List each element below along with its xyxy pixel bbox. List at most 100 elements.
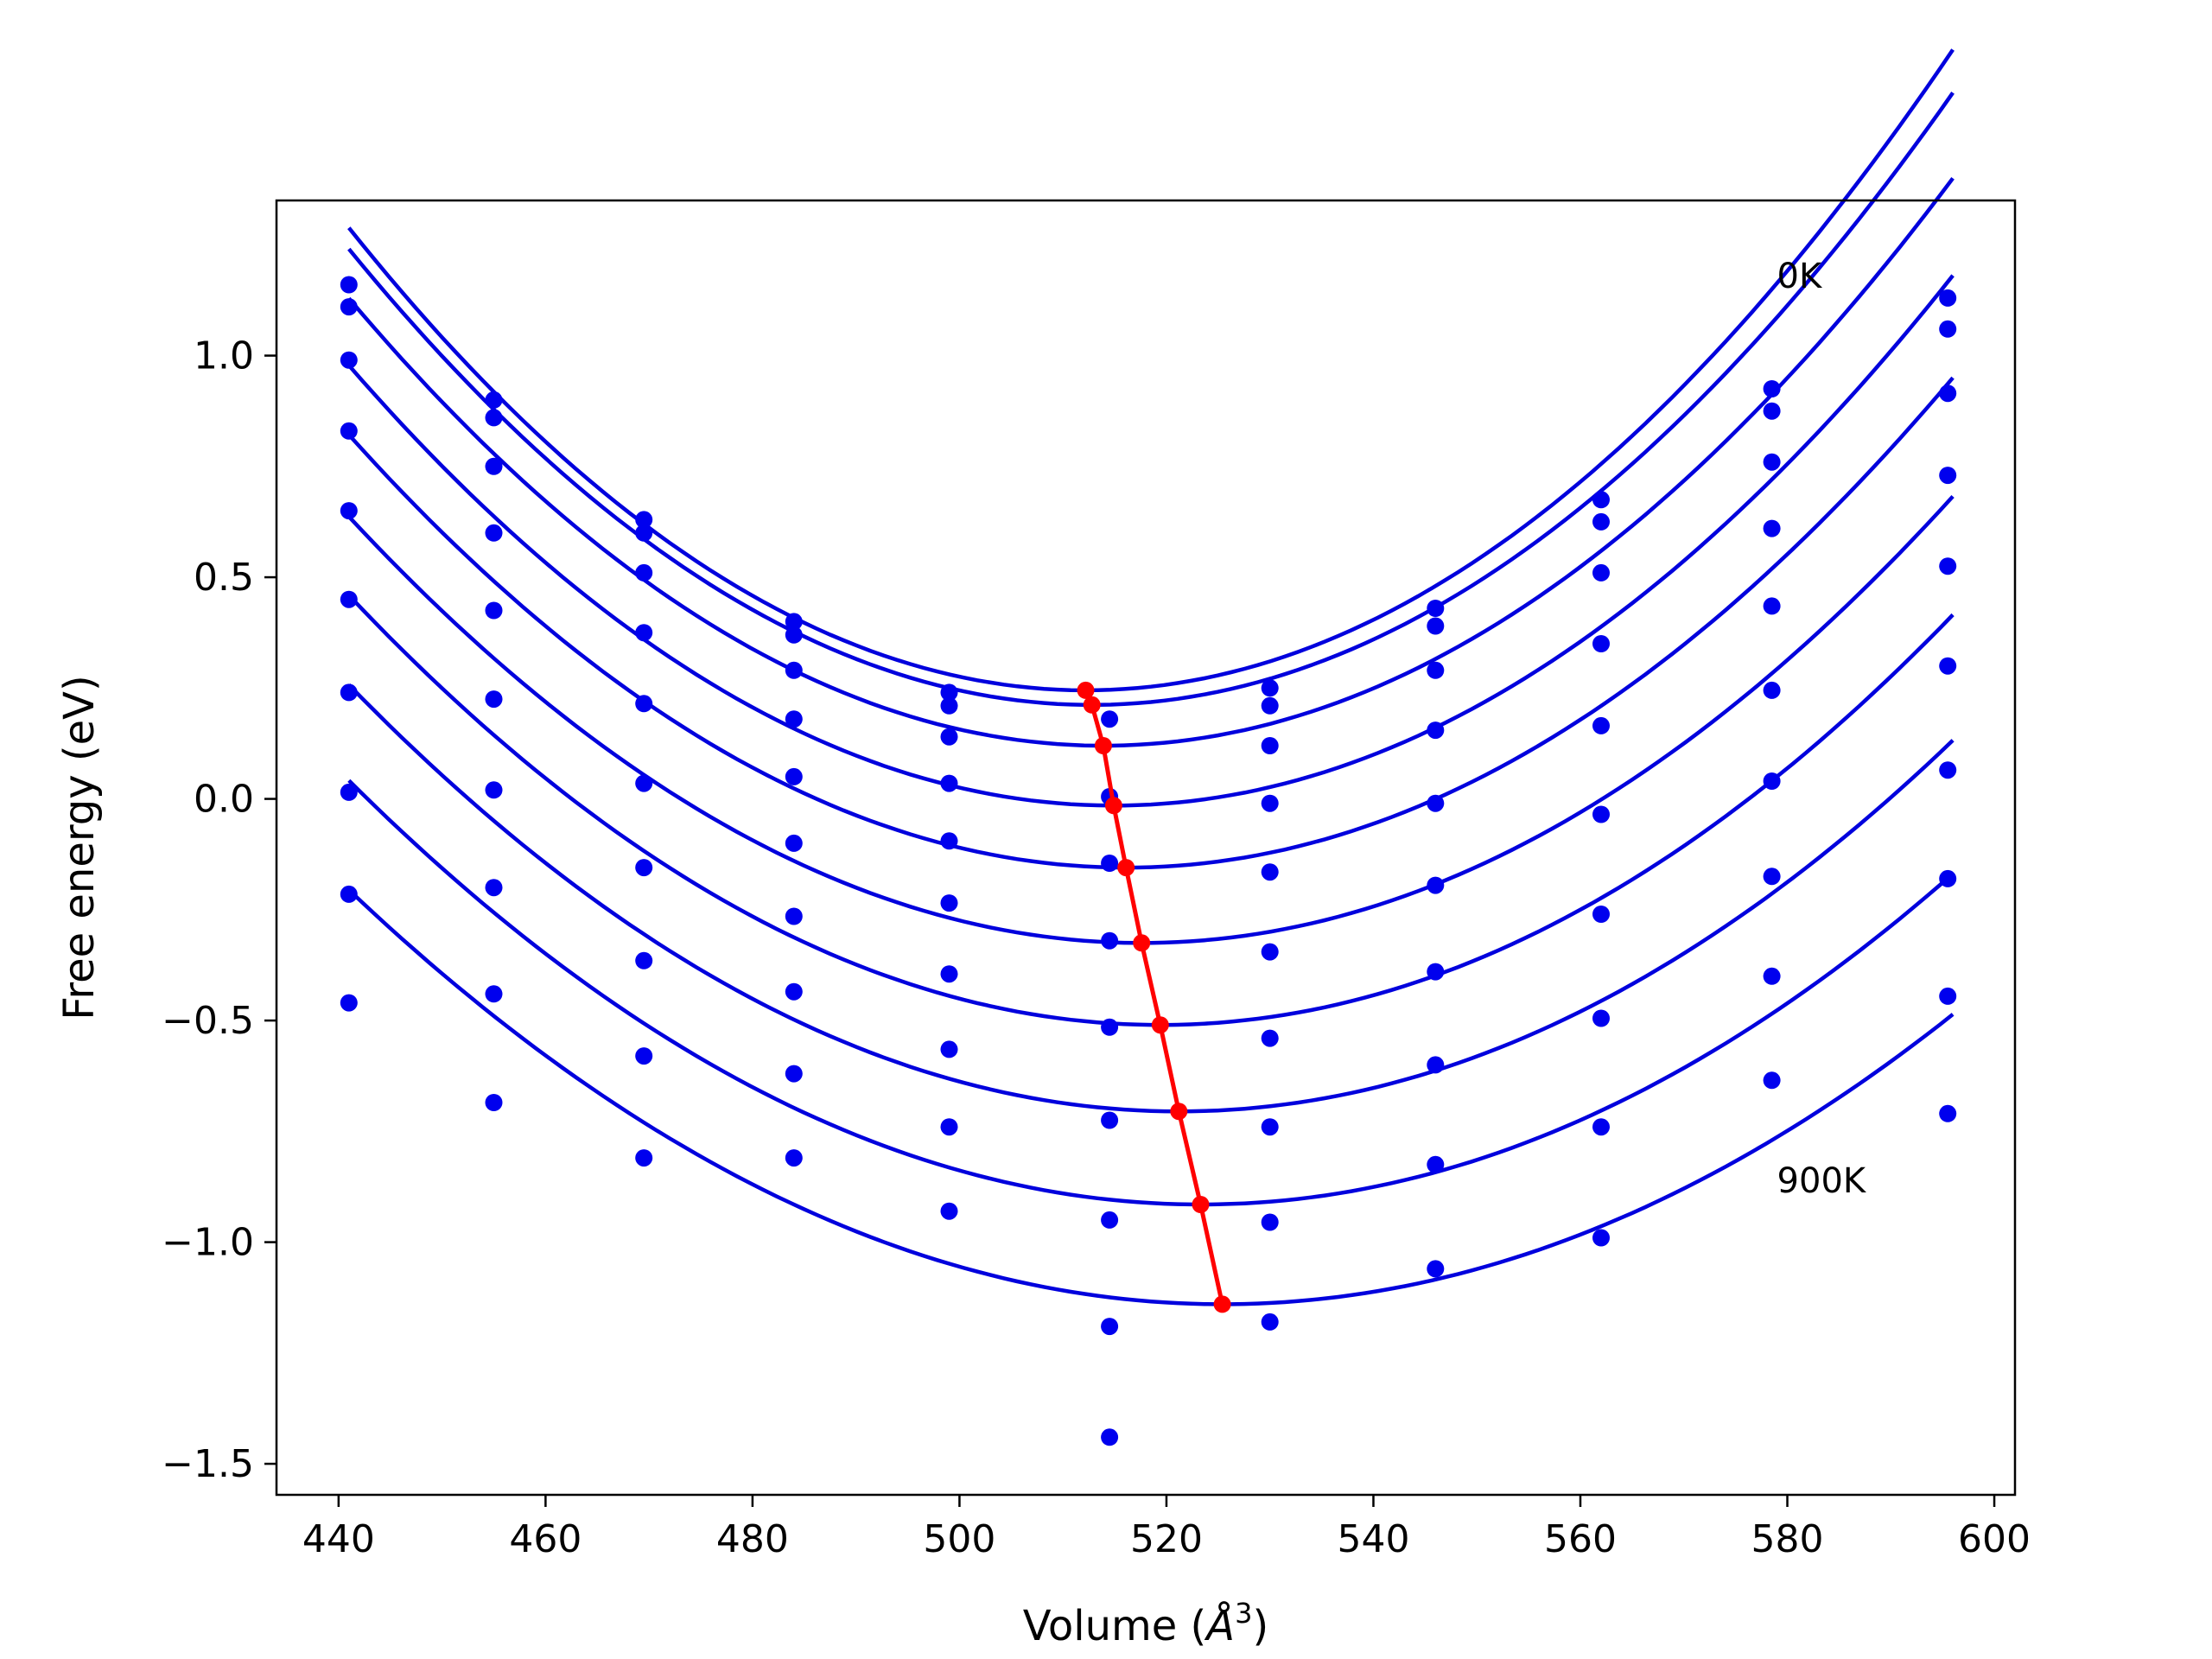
data-point-6-9 <box>1763 772 1781 790</box>
data-point-8-0 <box>340 885 358 903</box>
data-point-0-2 <box>635 511 653 529</box>
minima-path <box>1077 681 1231 1313</box>
data-point-2-10 <box>1939 385 1957 403</box>
x-tick-label-1: 460 <box>509 1517 582 1561</box>
data-point-1-2 <box>635 524 653 542</box>
data-point-4-4 <box>940 832 958 850</box>
minimum-point-4 <box>1117 859 1135 877</box>
data-point-0-1 <box>485 391 503 409</box>
fit-curve-6 <box>347 594 1955 1027</box>
data-point-1-9 <box>1763 402 1781 420</box>
data-point-4-3 <box>785 767 803 785</box>
data-point-8-9 <box>1763 967 1781 985</box>
annotation-0: 0K <box>1777 257 1823 296</box>
data-point-9-0 <box>340 994 358 1012</box>
data-point-6-8 <box>1592 906 1610 923</box>
fit-curves <box>347 48 1955 1306</box>
data-point-4-9 <box>1763 597 1781 615</box>
fit-curve-2 <box>347 176 1955 748</box>
minimum-point-5 <box>1133 934 1151 952</box>
minimum-point-3 <box>1104 797 1122 815</box>
data-point-7-0 <box>340 783 358 801</box>
data-point-1-0 <box>340 298 358 316</box>
data-point-1-6 <box>1261 696 1279 715</box>
data-point-3-0 <box>340 422 358 440</box>
data-point-2-9 <box>1763 453 1781 471</box>
data-point-8-3 <box>785 1065 803 1083</box>
minima-line <box>1084 689 1225 1305</box>
data-point-7-6 <box>1261 1118 1279 1136</box>
data-point-6-5 <box>1101 1211 1119 1229</box>
data-point-6-1 <box>485 781 503 799</box>
data-point-2-2 <box>635 563 653 582</box>
data-point-6-0 <box>340 683 358 702</box>
data-point-6-4 <box>940 965 958 983</box>
data-point-8-4 <box>940 1118 958 1136</box>
data-point-8-10 <box>1939 987 1957 1005</box>
data-points <box>340 276 1957 1446</box>
minimum-point-9 <box>1213 1295 1231 1313</box>
data-point-7-4 <box>940 1040 958 1058</box>
data-point-6-3 <box>785 907 803 925</box>
data-point-0-8 <box>1592 491 1610 509</box>
data-point-3-3 <box>785 710 803 728</box>
data-point-5-6 <box>1261 943 1279 961</box>
data-point-7-1 <box>485 879 503 897</box>
data-point-9-9 <box>1763 1071 1781 1090</box>
data-point-2-1 <box>485 457 503 475</box>
x-tick-label-7: 580 <box>1751 1517 1824 1561</box>
data-point-7-8 <box>1592 1009 1610 1027</box>
x-tick-label-6: 560 <box>1544 1517 1617 1561</box>
data-point-4-10 <box>1939 557 1957 575</box>
data-point-8-2 <box>635 1047 653 1065</box>
data-point-2-8 <box>1592 563 1610 582</box>
data-point-9-2 <box>635 1149 653 1167</box>
data-point-0-4 <box>940 683 958 702</box>
data-point-5-4 <box>940 894 958 912</box>
data-point-7-5 <box>1101 1318 1119 1336</box>
data-point-7-9 <box>1763 868 1781 886</box>
data-point-2-0 <box>340 351 358 369</box>
fit-curve-8 <box>347 779 1955 1207</box>
data-point-8-6 <box>1261 1213 1279 1231</box>
y-tick-label-3: 0.0 <box>194 778 254 822</box>
data-point-8-5 <box>1101 1428 1119 1446</box>
fit-curve-9 <box>347 888 1955 1306</box>
data-point-2-6 <box>1261 737 1279 754</box>
data-point-9-7 <box>1427 1260 1445 1278</box>
minimum-point-6 <box>1151 1016 1169 1034</box>
data-point-8-7 <box>1427 1155 1445 1173</box>
fit-curve-0 <box>347 48 1955 693</box>
fit-curve-1 <box>347 92 1955 708</box>
data-point-6-7 <box>1427 963 1445 981</box>
data-point-5-2 <box>635 774 653 792</box>
data-point-3-6 <box>1261 794 1279 812</box>
data-point-0-5 <box>1101 710 1119 728</box>
data-point-4-0 <box>340 502 358 520</box>
annotations: 0K 900K <box>1777 257 1867 1201</box>
data-point-3-4 <box>940 774 958 792</box>
plot-frame <box>275 199 2017 1497</box>
data-point-2-7 <box>1427 661 1445 679</box>
data-point-4-8 <box>1592 716 1610 734</box>
data-point-5-3 <box>785 834 803 852</box>
data-point-3-2 <box>635 624 653 642</box>
minimum-point-7 <box>1170 1103 1188 1121</box>
data-point-1-4 <box>940 696 958 715</box>
data-point-9-4 <box>940 1202 958 1220</box>
x-tick-label-3: 500 <box>923 1517 995 1561</box>
data-point-4-1 <box>485 601 503 620</box>
data-point-6-2 <box>635 859 653 877</box>
data-point-2-3 <box>785 661 803 679</box>
data-point-1-7 <box>1427 617 1445 635</box>
data-point-3-9 <box>1763 519 1781 537</box>
y-tick-label-0: −1.5 <box>162 1442 254 1486</box>
fit-curve-3 <box>347 274 1955 808</box>
x-tick-label-5: 540 <box>1337 1517 1409 1561</box>
data-point-5-0 <box>340 590 358 608</box>
x-tick-label-8: 600 <box>1958 1517 2031 1561</box>
data-point-4-7 <box>1427 794 1445 812</box>
y-axis-label: Free energy (eV) <box>55 675 104 1020</box>
data-point-3-5 <box>1101 931 1119 950</box>
fit-curve-5 <box>347 494 1955 945</box>
